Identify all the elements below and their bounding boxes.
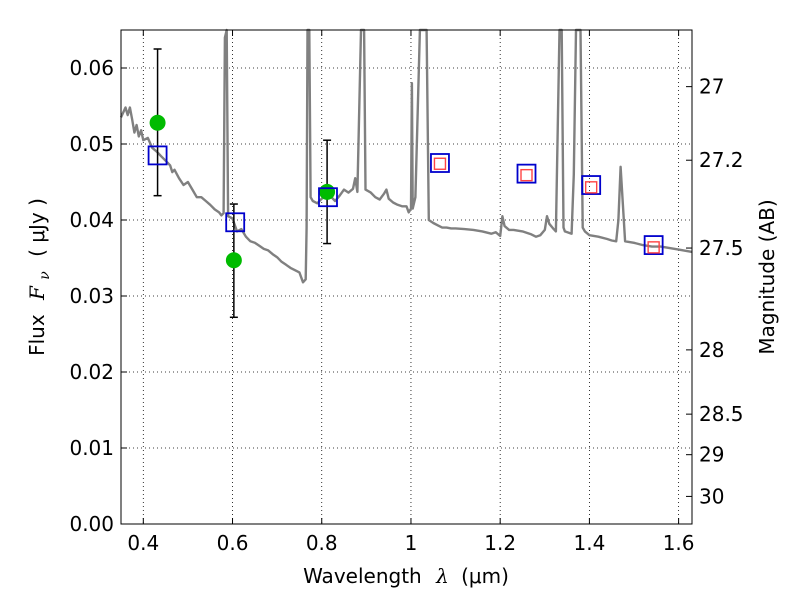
x-axis-label-units: (μm) [461, 564, 509, 588]
point-s2-3 [647, 241, 660, 254]
y-tick-label-2: 0.02 [69, 360, 114, 384]
y-tick-label-0: 0.00 [69, 512, 114, 536]
y-tick-label-1: 0.01 [69, 436, 114, 460]
error-bars [153, 48, 332, 319]
magnitude-axis-ticks: 27 27.2 27.5 28 28.5 29 30 [686, 75, 744, 508]
x-tick-label-3: 1 [405, 531, 418, 555]
y-tick-label-4: 0.04 [69, 208, 114, 232]
x-tick-label-6: 1.6 [663, 531, 695, 555]
y-tick-label-3: 0.03 [69, 284, 114, 308]
y-axis-label-units: ( μJy ) [25, 198, 49, 257]
y-tick-label-6: 0.06 [69, 56, 114, 80]
mag-tick-label-3: 28 [699, 338, 724, 362]
model-spectrum-layer [119, 28, 693, 284]
x-axis-ticks: 0.4 0.6 0.8 1 1.2 1.4 1.6 [127, 30, 695, 555]
point-s1-2 [318, 187, 338, 208]
x-tick-label-4: 1.2 [484, 531, 516, 555]
x-tick-label-1: 0.6 [217, 531, 249, 555]
model-spectrum-line [119, 28, 693, 284]
point-s0-1 [225, 252, 242, 269]
magnitude-axis-label: Magnitude (AB) [755, 199, 779, 354]
point-s1-6 [643, 235, 664, 255]
x-axis-label: Wavelength λ (μm) [303, 564, 509, 588]
x-tick-label-0: 0.4 [127, 531, 159, 555]
mag-tick-label-5: 29 [699, 443, 724, 467]
y-axis-label-text: Flux [25, 314, 49, 356]
y-axis-label-symbol: F [25, 285, 49, 301]
y-axis-label-subscript: ν [37, 271, 53, 280]
mag-tick-label-1: 27.2 [699, 148, 744, 172]
mag-tick-label-4: 28.5 [699, 402, 744, 426]
y-axis-label: Flux F ν ( μJy ) [25, 198, 54, 356]
y-tick-label-5: 0.05 [69, 132, 114, 156]
point-s1-1 [225, 212, 246, 233]
x-tick-label-5: 1.4 [573, 531, 605, 555]
point-s2-0 [433, 157, 447, 170]
point-s2-2 [584, 181, 598, 194]
point-s0-2 [319, 183, 336, 200]
point-s1-4 [516, 163, 537, 184]
point-s1-3 [430, 153, 450, 173]
x-tick-label-2: 0.8 [306, 531, 338, 555]
plot-frame [120, 29, 693, 525]
x-axis-label-text: Wavelength [303, 564, 422, 588]
point-s1-5 [581, 175, 602, 195]
point-s1-0 [147, 145, 168, 166]
mag-tick-label-0: 27 [699, 75, 724, 99]
mag-tick-label-6: 30 [699, 484, 724, 508]
y-axis-ticks: 0.00 0.01 0.02 0.03 0.04 0.05 0.06 [69, 56, 127, 536]
point-s2-1 [520, 168, 533, 182]
point-s0-0 [149, 114, 166, 131]
mag-tick-label-2: 27.5 [699, 236, 744, 260]
x-axis-label-lambda: λ [435, 564, 449, 588]
grid [121, 30, 692, 524]
data-markers [147, 114, 664, 269]
